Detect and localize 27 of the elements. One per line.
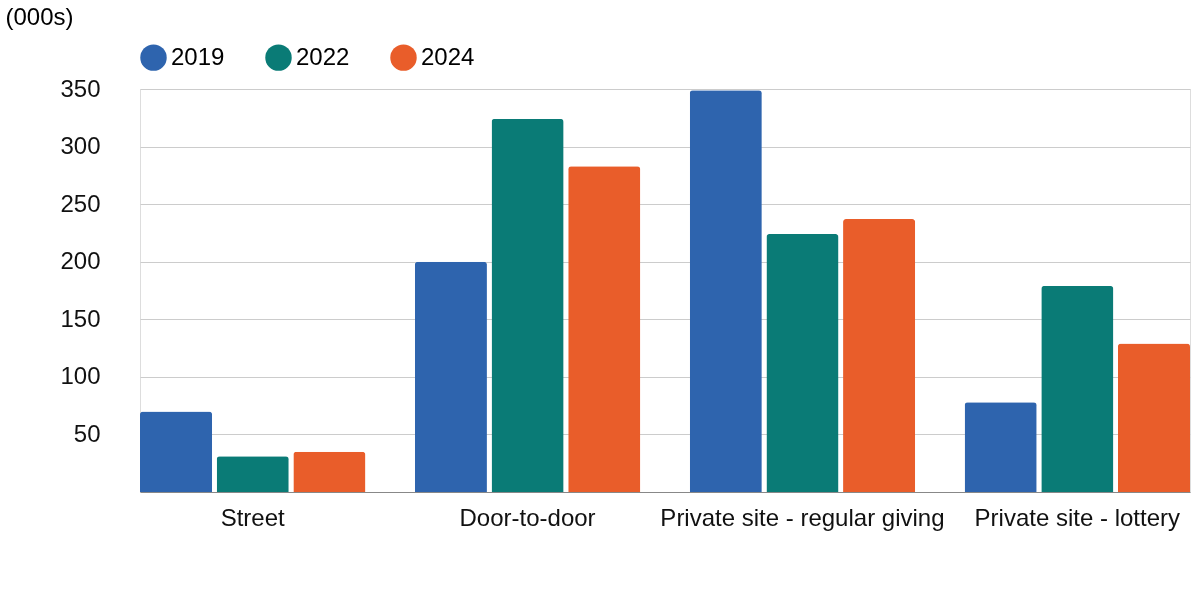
- x-tick-label: Door-to-door: [459, 503, 596, 531]
- bar: [414, 261, 487, 492]
- y-tick-label: 50: [73, 419, 101, 447]
- bar: [843, 219, 916, 492]
- bar: [1041, 285, 1114, 492]
- y-tick-label: 250: [60, 189, 101, 217]
- bar: [293, 451, 366, 492]
- legend-label: 2022: [296, 42, 350, 70]
- y-axis-title: (000s): [5, 2, 74, 30]
- legend-label: 2024: [421, 42, 475, 70]
- y-tick-label: 350: [60, 74, 101, 102]
- x-tick-label: Street: [220, 503, 286, 531]
- bar: [140, 411, 213, 492]
- bar: [216, 456, 289, 492]
- x-tick-label: Private site - regular giving: [660, 503, 945, 531]
- x-tick-label: Private site - lottery: [974, 503, 1181, 531]
- bar: [568, 166, 641, 492]
- y-tick-label: 100: [60, 362, 101, 390]
- bar: [766, 234, 839, 492]
- bar: [491, 118, 564, 492]
- legend-label: 2019: [171, 42, 225, 70]
- bar: [964, 402, 1037, 492]
- bar: [689, 90, 762, 492]
- bar: [1117, 343, 1190, 492]
- y-tick-label: 150: [60, 304, 101, 332]
- y-tick-label: 300: [60, 132, 101, 160]
- y-tick-label: 200: [60, 247, 101, 275]
